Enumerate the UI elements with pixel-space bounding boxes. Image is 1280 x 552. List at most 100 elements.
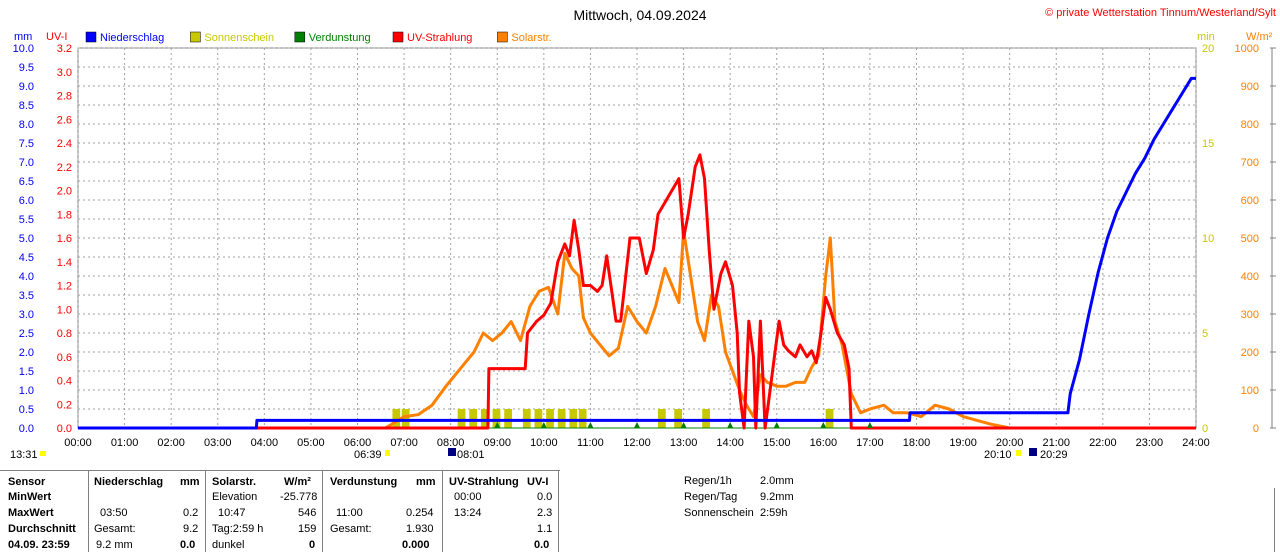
y-axes: 0.0 0.5 1.0 1.5 2.0 2.5 3.0 3.5 4.0 4.5 5.0 5.5 6.0 6…	[13, 43, 1276, 435]
mm-axis-label: mm	[14, 31, 32, 43]
uv-tick-label: 3.0	[57, 67, 72, 79]
verdunstung-marker	[773, 422, 780, 428]
wm2-tick-label: 800	[1241, 119, 1259, 131]
sunshine-bar	[457, 409, 466, 428]
stats-last-n-label: 9.2 mm	[96, 539, 133, 551]
solar-noon-icon	[448, 448, 456, 456]
x-tick-label: 20:00	[996, 437, 1024, 449]
summary-regentag-value: 9.2mm	[760, 491, 794, 503]
stats-last-label: 04.09. 23:59	[8, 539, 70, 551]
x-tick-label: 12:00	[623, 437, 651, 449]
mm-tick-label: 6.5	[19, 176, 34, 188]
sunset-marker: 20:10	[984, 449, 1012, 461]
mm-tick-label: 4.5	[19, 252, 34, 264]
verdunstung-marker	[866, 422, 873, 428]
mm-tick-label: 10.0	[13, 43, 34, 55]
mm-tick-label: 1.0	[19, 385, 34, 397]
uv-tick-label: 2.8	[57, 91, 72, 103]
wm2-tick-label: 700	[1241, 157, 1259, 169]
stats-minwert-label: MinWert	[8, 491, 52, 503]
x-tick-label: 17:00	[856, 437, 884, 449]
summary-regen1h-label: Regen/1h	[684, 475, 732, 487]
mm-tick-label: 4.0	[19, 271, 34, 283]
x-tick-label: 24:00	[1182, 437, 1210, 449]
legend-swatch	[190, 31, 201, 43]
verdunstung-marker	[680, 422, 687, 428]
sunshine-bar	[825, 409, 834, 428]
stats-uv-header: UV-Strahlung	[449, 476, 519, 488]
x-tick-label: 02:00	[157, 437, 185, 449]
x-tick-label: 11:00	[577, 437, 604, 449]
wm2-axis-label: W/m²	[1246, 31, 1273, 43]
wm2-tick-label: 1000	[1235, 43, 1259, 55]
x-tick-label: 06:00	[344, 437, 372, 449]
sunshine-bar	[578, 409, 587, 428]
verdunstung-marker	[494, 422, 501, 428]
weather-chart: 0.0 0.5 1.0 1.5 2.0 2.5 3.0 3.5 4.0 4.5 5.0 5.5 6.0 6…	[10, 7, 1276, 461]
series-line-niederschlag	[78, 76, 1196, 430]
uv-tick-label: 0.8	[57, 328, 72, 340]
verdunstung-marker	[634, 422, 640, 428]
x-tick-label: 04:00	[251, 437, 279, 449]
summary-sonne-label: Sonnenschein	[684, 507, 754, 519]
mm-tick-label: 6.0	[19, 195, 34, 207]
stats-avg-solar-val: 159	[298, 523, 317, 535]
legend-swatch	[497, 31, 508, 43]
sunshine-bar	[522, 409, 531, 428]
sunshine-bar	[392, 409, 401, 428]
uv-tick-label: 1.0	[57, 304, 72, 316]
stats-avg-solar-label: Tag:2:59 h	[212, 523, 264, 535]
legend-swatch	[392, 31, 404, 43]
wm2-tick-label: 300	[1241, 309, 1259, 321]
x-tick-label: 22:00	[1089, 437, 1117, 449]
stats-max-n-val: 0.2	[183, 507, 199, 519]
stats-last-uv-val: 0.0	[534, 539, 550, 551]
min-tick-label: 0	[1202, 423, 1208, 435]
min-tick-label: 5	[1202, 328, 1208, 340]
uv-tick-label: 2.2	[57, 162, 72, 174]
sunshine-bar	[401, 409, 410, 428]
solar-noon-marker: 08:01	[457, 449, 485, 461]
stats-table: Sensor Niederschlag mm Solarstr. W/m² Ve…	[0, 470, 1280, 552]
stats-solar-header: Solarstr.	[212, 476, 257, 488]
chart-legend: Niederschlag Sonnenschein Verdunstung UV-St…	[85, 31, 552, 44]
stats-last-v-val: 0.000	[402, 539, 430, 551]
uv-tick-label: 1.8	[57, 209, 72, 221]
mm-tick-label: 8.5	[19, 100, 34, 112]
x-tick-label: 08:00	[437, 437, 465, 449]
x-tick-label: 18:00	[903, 437, 931, 449]
mm-tick-label: 2.5	[19, 328, 34, 340]
mm-tick-label: 3.5	[19, 290, 34, 302]
uv-axis-label: UV-I	[46, 31, 67, 43]
legend-label: Verdunstung	[309, 32, 371, 44]
chart-title: Mittwoch, 04.09.2024	[573, 7, 706, 23]
stats-avg-n-val: 9.2	[183, 523, 199, 535]
stats-sensor-header: Sensor	[8, 476, 46, 488]
x-tick-label: 23:00	[1136, 437, 1164, 449]
stats-mm2-header: mm	[416, 476, 436, 488]
time-markers: 13:31 06:39 08:01 20:10 20:29	[10, 448, 1068, 461]
x-tick-label: 15:00	[763, 437, 791, 449]
credit-text: © private Wetterstation Tinnum/Westerlan…	[1045, 7, 1276, 19]
uv-tick-label: 1.6	[57, 233, 72, 245]
stats-max-solar-time: 10:47	[218, 507, 246, 519]
summary-regen1h-value: 2.0mm	[760, 475, 794, 487]
chart-grid	[77, 47, 1197, 429]
stats-min-uv-val: 0.0	[537, 491, 553, 503]
stats-avg-n-label: Gesamt:	[94, 523, 136, 535]
mm-tick-label: 1.5	[19, 366, 34, 378]
stats-min-uv-time: 00:00	[454, 491, 482, 503]
wm2-tick-label: 600	[1241, 195, 1259, 207]
stats-durchschnitt-label: Durchschnitt	[8, 523, 76, 535]
verdunstung-marker	[820, 422, 827, 428]
sunshine-bar	[534, 409, 543, 428]
x-tick-label: 03:00	[204, 437, 232, 449]
mm-tick-label: 5.0	[19, 233, 34, 245]
stats-last-solar-label: dunkel	[212, 539, 245, 551]
x-tick-label: 01:00	[111, 437, 139, 449]
mm-tick-label: 2.0	[19, 347, 34, 359]
stats-verdunstung-header: Verdunstung	[330, 476, 398, 488]
sunshine-bar	[569, 409, 578, 428]
legend-label: Sonnenschein	[204, 32, 274, 44]
x-tick-label: 05:00	[297, 437, 325, 449]
